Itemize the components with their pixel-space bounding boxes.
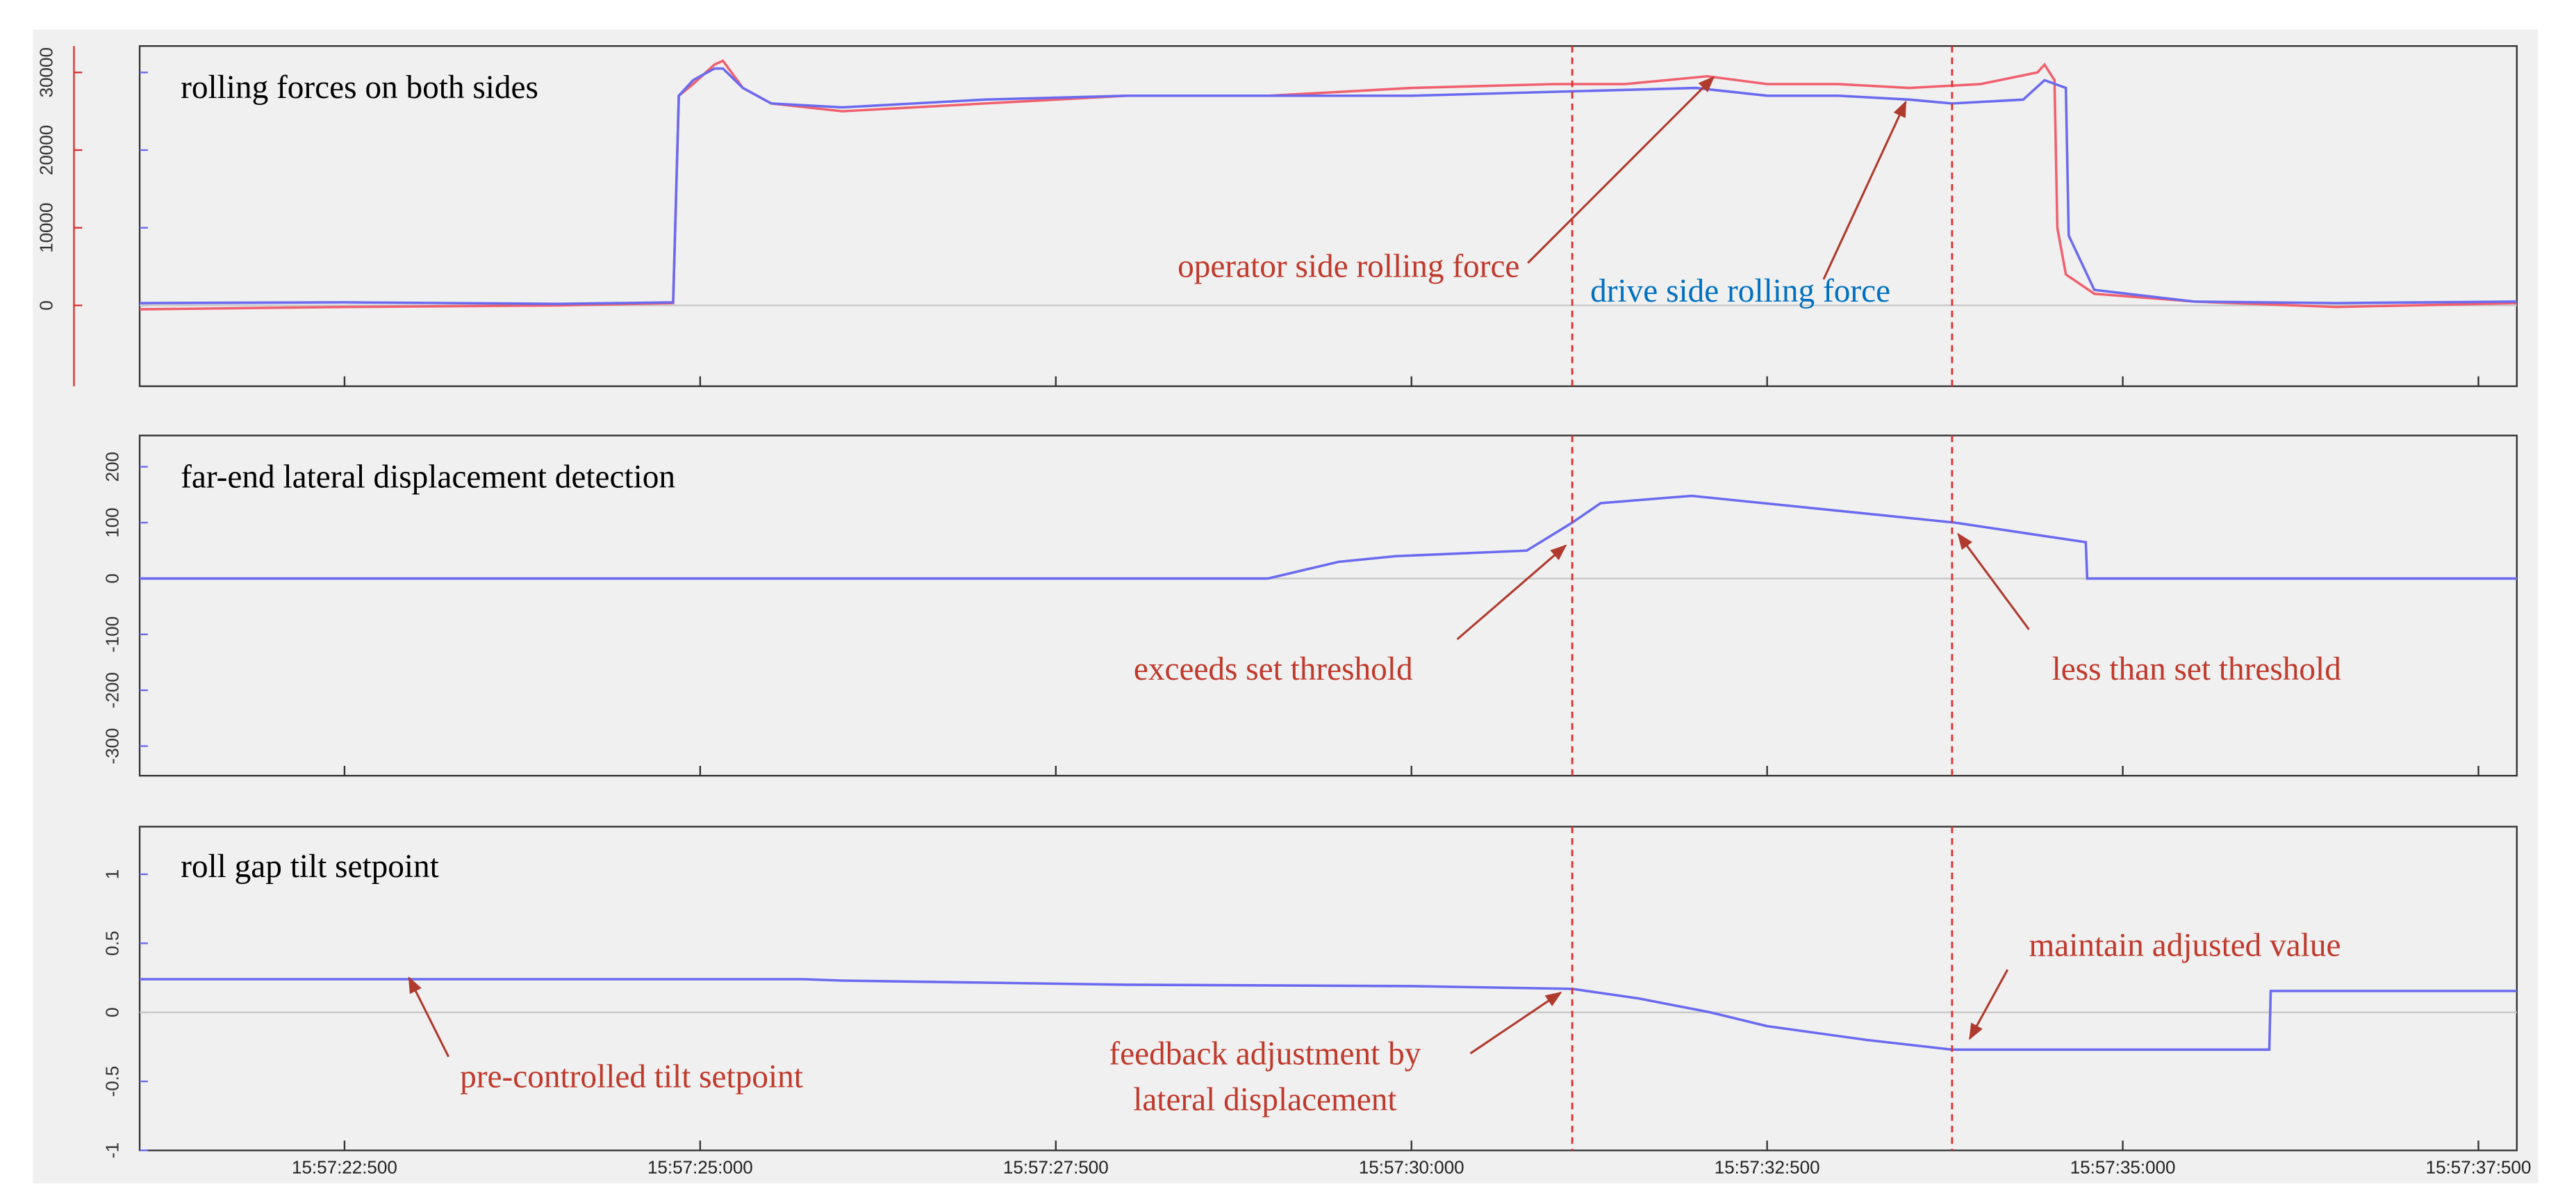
y-tick-label: -1 [101,1143,122,1159]
x-tick-label: 15:57:22:500 [292,1156,397,1177]
y-tick-label: 30000 [36,47,57,97]
y-tick-label: -200 [101,672,122,708]
annotation-arrow [1822,100,1907,280]
y-tick-label: 0 [101,573,122,583]
y-tick-label: 0.5 [101,931,122,956]
x-tick-label: 15:57:35:000 [2070,1156,2176,1177]
annotation-arrow [1969,969,2009,1040]
y-tick-label: -100 [101,616,122,653]
x-tick-label: 15:57:32:500 [1715,1156,1820,1177]
annotation: feedback adjustment by [1109,1036,1421,1072]
annotation: maintain adjusted value [2029,927,2341,963]
annotation-arrow [1469,991,1562,1055]
y-tick-label: -0.5 [101,1066,122,1097]
y-tick-label: 100 [101,507,122,537]
y-tick-label: 0 [101,1007,122,1017]
series-line [140,67,2517,306]
x-tick-label: 15:57:27:500 [1003,1156,1109,1177]
annotation: exceeds set threshold [1134,651,1413,687]
annotation: drive side rolling force [1590,273,1890,309]
annotation-arrow [1456,544,1567,641]
panel-title: far-end lateral displacement detection [181,459,675,495]
annotation: operator side rolling force [1178,249,1519,285]
series-line [140,978,2517,1051]
annotation: lateral displacement [1133,1082,1396,1118]
y-tick-label: 0 [36,300,57,310]
plot-area [138,434,2518,777]
annotation-arrow [1957,532,2030,630]
panel-title: rolling forces on both sides [181,69,538,106]
y-tick-label: 1 [101,869,122,879]
y-tick-label: 10000 [36,203,57,253]
series-line [140,494,2517,580]
y-tick-label: -300 [101,728,122,764]
x-tick-label: 15:57:25:000 [647,1156,753,1177]
plot-area [138,45,2518,387]
annotation: pre-controlled tilt setpoint [460,1059,803,1095]
panel-title: roll gap tilt setpoint [181,849,439,885]
y-tick-label: 200 [101,452,122,482]
x-tick-label: 15:57:37:500 [2426,1156,2532,1177]
plot-area [138,826,2518,1152]
x-tick-label: 15:57:30:000 [1359,1156,1464,1177]
y-tick-label: 20000 [36,125,57,175]
annotation-arrow [1527,76,1715,264]
annotation: less than set threshold [2052,651,2342,687]
series-line [140,59,2517,311]
annotation-arrow [408,976,449,1058]
